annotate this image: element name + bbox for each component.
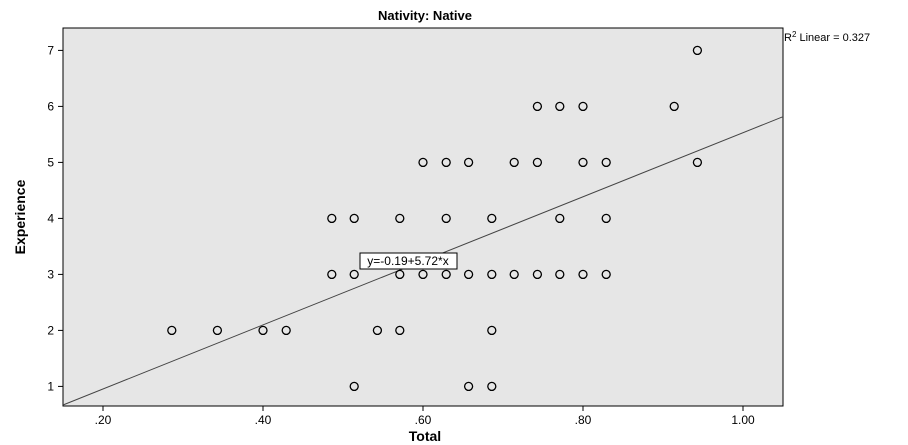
data-point [532, 269, 543, 280]
y-axis: 1 2 3 4 5 6 7 [47, 43, 63, 393]
r2-label: R2 Linear = 0.327 [784, 30, 870, 44]
y-tick-label: 2 [47, 323, 54, 337]
x-tick-label: .80 [575, 413, 592, 427]
data-point [372, 325, 383, 336]
data-point [669, 101, 679, 112]
data-point [487, 325, 497, 336]
data-point [395, 269, 405, 280]
data-point [601, 269, 611, 280]
x-axis-label: Total [409, 428, 441, 444]
x-tick-label: .60 [415, 413, 432, 427]
data-point [532, 157, 543, 168]
data-point [212, 325, 223, 336]
equation-label: y=-0.19+5.72*x [359, 252, 458, 270]
data-point [555, 269, 565, 280]
equation-text: y=-0.19+5.72*x [367, 254, 448, 268]
data-point [167, 325, 177, 336]
points-layer [167, 45, 703, 392]
data-point [258, 325, 268, 336]
x-axis: .20 .40 .60 .80 1.00 [95, 406, 755, 427]
y-tick-label: 3 [47, 267, 54, 281]
y-tick-label: 5 [47, 155, 54, 169]
data-point [578, 157, 588, 168]
data-point [509, 157, 519, 168]
data-point [509, 269, 519, 280]
data-point [487, 213, 497, 224]
data-point [578, 101, 588, 112]
data-point [601, 213, 611, 224]
chart-title: Nativity: Native [378, 8, 472, 23]
data-point [349, 381, 359, 392]
r2-text: Linear = 0.327 [796, 32, 870, 44]
y-axis-label: Experience [12, 179, 28, 254]
data-point [441, 213, 451, 224]
data-point [555, 101, 565, 112]
y-tick-label: 6 [47, 99, 54, 113]
data-point [692, 157, 703, 168]
data-point [487, 381, 497, 392]
y-tick-label: 4 [47, 211, 54, 225]
data-point [281, 325, 291, 336]
data-point [349, 269, 359, 280]
x-tick-label: .20 [95, 413, 112, 427]
x-tick-label: 1.00 [731, 413, 755, 427]
data-point [441, 157, 451, 168]
data-point [463, 157, 474, 168]
x-tick-label: .40 [255, 413, 272, 427]
data-point [601, 157, 611, 168]
data-point [555, 213, 565, 224]
data-point [692, 45, 703, 56]
data-point [441, 269, 451, 280]
data-point [418, 157, 428, 168]
y-tick-label: 1 [47, 379, 54, 393]
data-point [578, 269, 588, 280]
data-point [327, 269, 337, 280]
y-tick-label: 7 [47, 43, 54, 57]
data-point [349, 213, 359, 224]
data-point [327, 213, 337, 224]
data-point [487, 269, 497, 280]
plot-area [62, 27, 784, 407]
data-point [395, 325, 405, 336]
r2-superscript: 2 [792, 30, 797, 39]
equation-box [359, 252, 458, 270]
data-point [395, 213, 405, 224]
data-point [418, 269, 428, 280]
data-point [463, 269, 474, 280]
data-point [463, 381, 474, 392]
r2-prefix: R [784, 32, 792, 44]
data-point [532, 101, 543, 112]
